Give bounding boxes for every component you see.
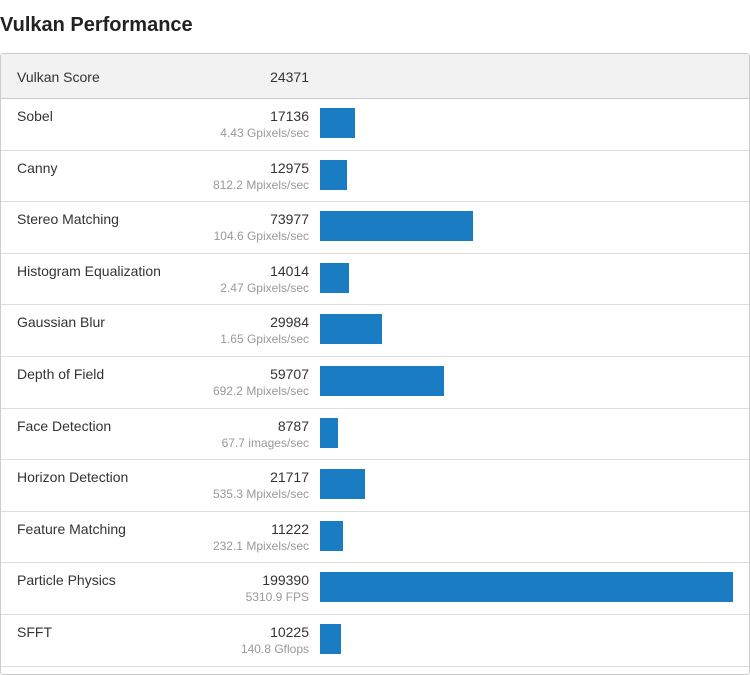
score-bar [320,366,444,396]
test-rate: 1.65 Gpixels/sec [220,332,309,347]
result-row: Feature Matching 11222 232.1 Mpixels/sec [1,512,749,564]
test-name: Canny [17,159,58,176]
result-row: Stereo Matching 73977 104.6 Gpixels/sec [1,202,749,254]
page-title: Vulkan Performance [0,14,193,36]
test-score: 199390 [262,572,309,589]
test-score: 73977 [270,211,309,228]
test-rate: 4.43 Gpixels/sec [220,126,309,140]
result-row: Gaussian Blur 29984 1.65 Gpixels/sec [1,305,749,357]
test-rate: 5310.9 FPS [245,590,309,605]
result-row: Histogram Equalization 14014 2.47 Gpixels/… [1,254,749,306]
score-bar [320,262,350,293]
test-name: Particle Physics [17,572,116,589]
test-name: Gaussian Blur [17,314,105,331]
score-bar [320,159,347,190]
test-name: Depth of Field [17,366,105,382]
score-bar [320,624,342,654]
score-bar [320,469,365,500]
result-row: Horizon Detection 21717 535.3 Mpixels/sec [1,460,749,512]
test-rate: 535.3 Mpixels/sec [212,487,309,502]
test-name: Feature Matching [17,520,126,537]
score-bar [320,211,474,242]
test-rate: 2.47 Gpixels/sec [220,280,309,295]
test-name: Histogram Equalization [17,262,161,279]
test-rate: 140.8 Gflops [240,642,309,656]
result-row: Face Detection 8787 67.7 images/sec [1,409,749,461]
test-rate: 232.1 Mpixels/sec [212,538,309,553]
test-rate: 104.6 Gpixels/sec [213,229,309,244]
test-score: 12975 [270,159,309,176]
result-row: Canny 12975 812.2 Mpixels/sec [1,151,749,203]
test-name: Sobel [17,108,53,124]
test-score: 10225 [270,624,309,640]
test-score: 14014 [270,262,309,279]
test-score: 8787 [277,417,309,434]
header-label: Vulkan Score [17,69,100,85]
test-name: Face Detection [17,417,112,434]
test-rate: 812.2 Mpixels/sec [212,177,309,192]
test-name: SFFT [17,624,52,640]
score-bar [320,314,383,345]
score-bar [320,108,356,138]
test-rate: 67.7 images/sec [221,435,309,450]
result-row: Particle Physics 199390 5310.9 FPS [1,563,749,615]
result-row: Sobel 17136 4.43 Gpixels/sec [1,99,749,151]
result-row: Depth of Field 59707 692.2 Mpixels/sec [1,357,749,409]
results-table: Vulkan Score 24371 Sobel 17136 4.43 Gpixel… [0,53,750,675]
test-score: 11222 [271,520,309,537]
test-score: 59707 [270,366,309,382]
result-row: SFFT 10225 140.8 Gflops [1,615,749,667]
test-rate: 692.2 Mpixels/sec [212,384,309,398]
score-bar [320,572,733,603]
test-score: 21717 [270,469,309,486]
test-name: Horizon Detection [17,469,129,486]
test-score: 17136 [270,108,309,124]
score-bar [320,520,344,551]
test-name: Stereo Matching [17,211,119,228]
header-score: 24371 [270,69,309,85]
header-row: Vulkan Score 24371 [1,54,749,99]
test-score: 29984 [270,314,309,331]
score-bar [320,417,339,448]
